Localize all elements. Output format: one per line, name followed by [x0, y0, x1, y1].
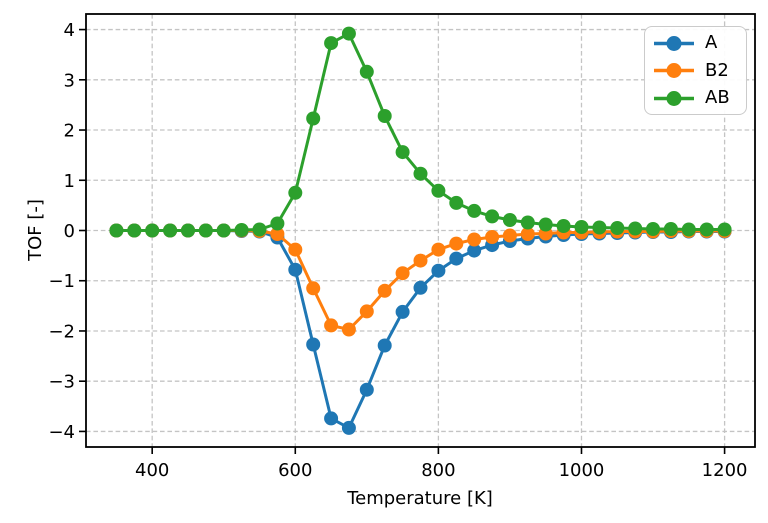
series-line-AB — [114, 32, 727, 232]
x-axis-label: Temperature [K] — [346, 488, 493, 509]
data-point-AB — [717, 222, 732, 237]
data-point-A — [431, 263, 446, 278]
data-point-AB — [449, 195, 464, 210]
data-point-A — [413, 280, 428, 295]
legend-item-ab: AB — [653, 85, 746, 112]
data-point-AB — [181, 223, 195, 238]
data-point-AB — [198, 223, 213, 238]
data-point-B2 — [502, 228, 517, 243]
legend-line-marker-icon — [654, 90, 694, 106]
data-point-B2 — [288, 242, 303, 257]
data-point-A — [288, 262, 303, 277]
data-point-B2 — [485, 230, 500, 244]
data-point-AB — [163, 223, 178, 238]
legend: A B2 AB — [644, 26, 747, 115]
data-point-AB — [628, 221, 643, 236]
data-point-A — [395, 304, 410, 319]
data-point-AB — [341, 26, 356, 41]
data-point-AB — [288, 185, 303, 200]
data-point-A — [324, 411, 339, 426]
data-point-AB — [610, 221, 625, 235]
data-point-AB — [556, 219, 571, 233]
legend-label-ab: AB — [705, 87, 730, 108]
data-point-B2 — [359, 304, 374, 319]
data-point-AB — [520, 215, 535, 230]
legend-item-b2: B2 — [653, 57, 746, 84]
data-point-AB — [324, 36, 339, 51]
x-tick-label: 1000 — [559, 460, 605, 481]
data-point-B2 — [449, 236, 464, 251]
legend-line-marker-icon — [654, 35, 694, 51]
legend-line-marker-icon — [654, 63, 694, 78]
y-tick-label: 4 — [64, 20, 75, 41]
series-line-B2 — [114, 229, 727, 331]
data-point-AB — [359, 64, 374, 79]
data-point-AB — [646, 222, 660, 236]
data-point-B2 — [431, 242, 446, 257]
data-point-A — [341, 420, 356, 435]
data-point-AB — [502, 213, 517, 227]
data-point-AB — [592, 220, 607, 235]
data-point-B2 — [395, 266, 410, 281]
legend-label-a: A — [705, 32, 718, 53]
data-point-AB — [252, 222, 267, 237]
y-tick-label: 3 — [64, 70, 75, 91]
data-point-AB — [431, 183, 446, 198]
legend-label-b2: B2 — [705, 59, 729, 81]
data-point-B2 — [270, 227, 285, 241]
x-tick-label: 600 — [278, 460, 312, 481]
y-axis-label: TOF [-] — [25, 199, 46, 262]
data-point-AB — [377, 109, 392, 123]
data-point-AB — [270, 216, 285, 231]
y-tick-label: −2 — [48, 321, 75, 342]
data-point-AB — [663, 222, 678, 236]
data-point-B2 — [520, 227, 535, 241]
data-point-B2 — [413, 253, 428, 268]
data-point-A — [359, 382, 374, 397]
series-layer — [109, 26, 732, 435]
y-tick-label: 0 — [64, 221, 75, 242]
x-tick-label: 800 — [421, 460, 455, 481]
data-point-AB — [413, 166, 428, 181]
data-point-AB — [395, 145, 410, 160]
data-point-A — [306, 337, 321, 352]
data-point-B2 — [324, 318, 339, 333]
data-point-AB — [127, 223, 142, 238]
data-point-B2 — [306, 281, 321, 296]
y-tick-label: 2 — [64, 121, 75, 142]
data-point-AB — [109, 223, 124, 238]
data-point-AB — [485, 209, 500, 224]
data-point-B2 — [377, 283, 392, 298]
data-point-AB — [538, 217, 553, 232]
data-point-AB — [467, 203, 482, 218]
data-point-AB — [234, 223, 249, 237]
data-point-A — [467, 243, 482, 258]
data-point-AB — [306, 111, 321, 126]
data-point-B2 — [467, 232, 482, 247]
x-tick-label: 1200 — [702, 460, 748, 481]
legend-item-a: A — [653, 30, 746, 57]
data-point-AB — [574, 220, 589, 234]
y-tick-label: −3 — [48, 372, 75, 393]
data-point-AB — [145, 223, 160, 238]
x-tick-label: 400 — [135, 460, 169, 481]
data-point-A — [377, 338, 392, 353]
tick-layer: 400 600 800 1000 1200 −4 −3 −2 −1 0 1 2 3 4 — [48, 20, 747, 481]
data-point-AB — [216, 223, 231, 238]
y-tick-label: −4 — [48, 422, 75, 443]
data-point-AB — [699, 222, 714, 237]
y-tick-label: 1 — [64, 171, 75, 192]
data-point-A — [449, 251, 464, 266]
data-point-AB — [681, 222, 696, 237]
y-tick-label: −1 — [48, 271, 75, 292]
data-point-B2 — [341, 322, 356, 337]
